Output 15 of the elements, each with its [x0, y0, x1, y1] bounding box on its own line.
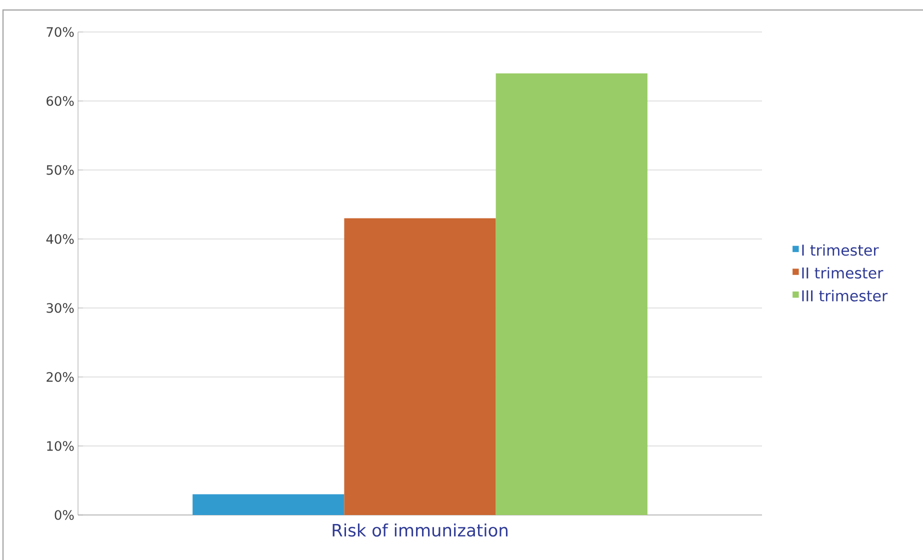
- bar: [344, 218, 496, 515]
- y-tick-label: 20%: [46, 372, 74, 382]
- legend-label: I trimester: [802, 244, 879, 256]
- y-tick-label: 40%: [46, 234, 74, 244]
- legend-label: III trimester: [802, 290, 888, 302]
- bar: [192, 494, 344, 515]
- y-tick-label: 30%: [46, 303, 74, 313]
- y-tick-label: 0%: [54, 510, 74, 520]
- y-tick-label: 50%: [46, 165, 74, 175]
- bar: [496, 73, 648, 515]
- y-tick-label: 60%: [46, 96, 74, 106]
- legend-label: II trimester: [802, 267, 884, 279]
- y-tick-label: 70%: [46, 27, 74, 37]
- x-tick-label: Risk of immunization: [332, 524, 508, 537]
- y-tick-label: 10%: [47, 441, 74, 451]
